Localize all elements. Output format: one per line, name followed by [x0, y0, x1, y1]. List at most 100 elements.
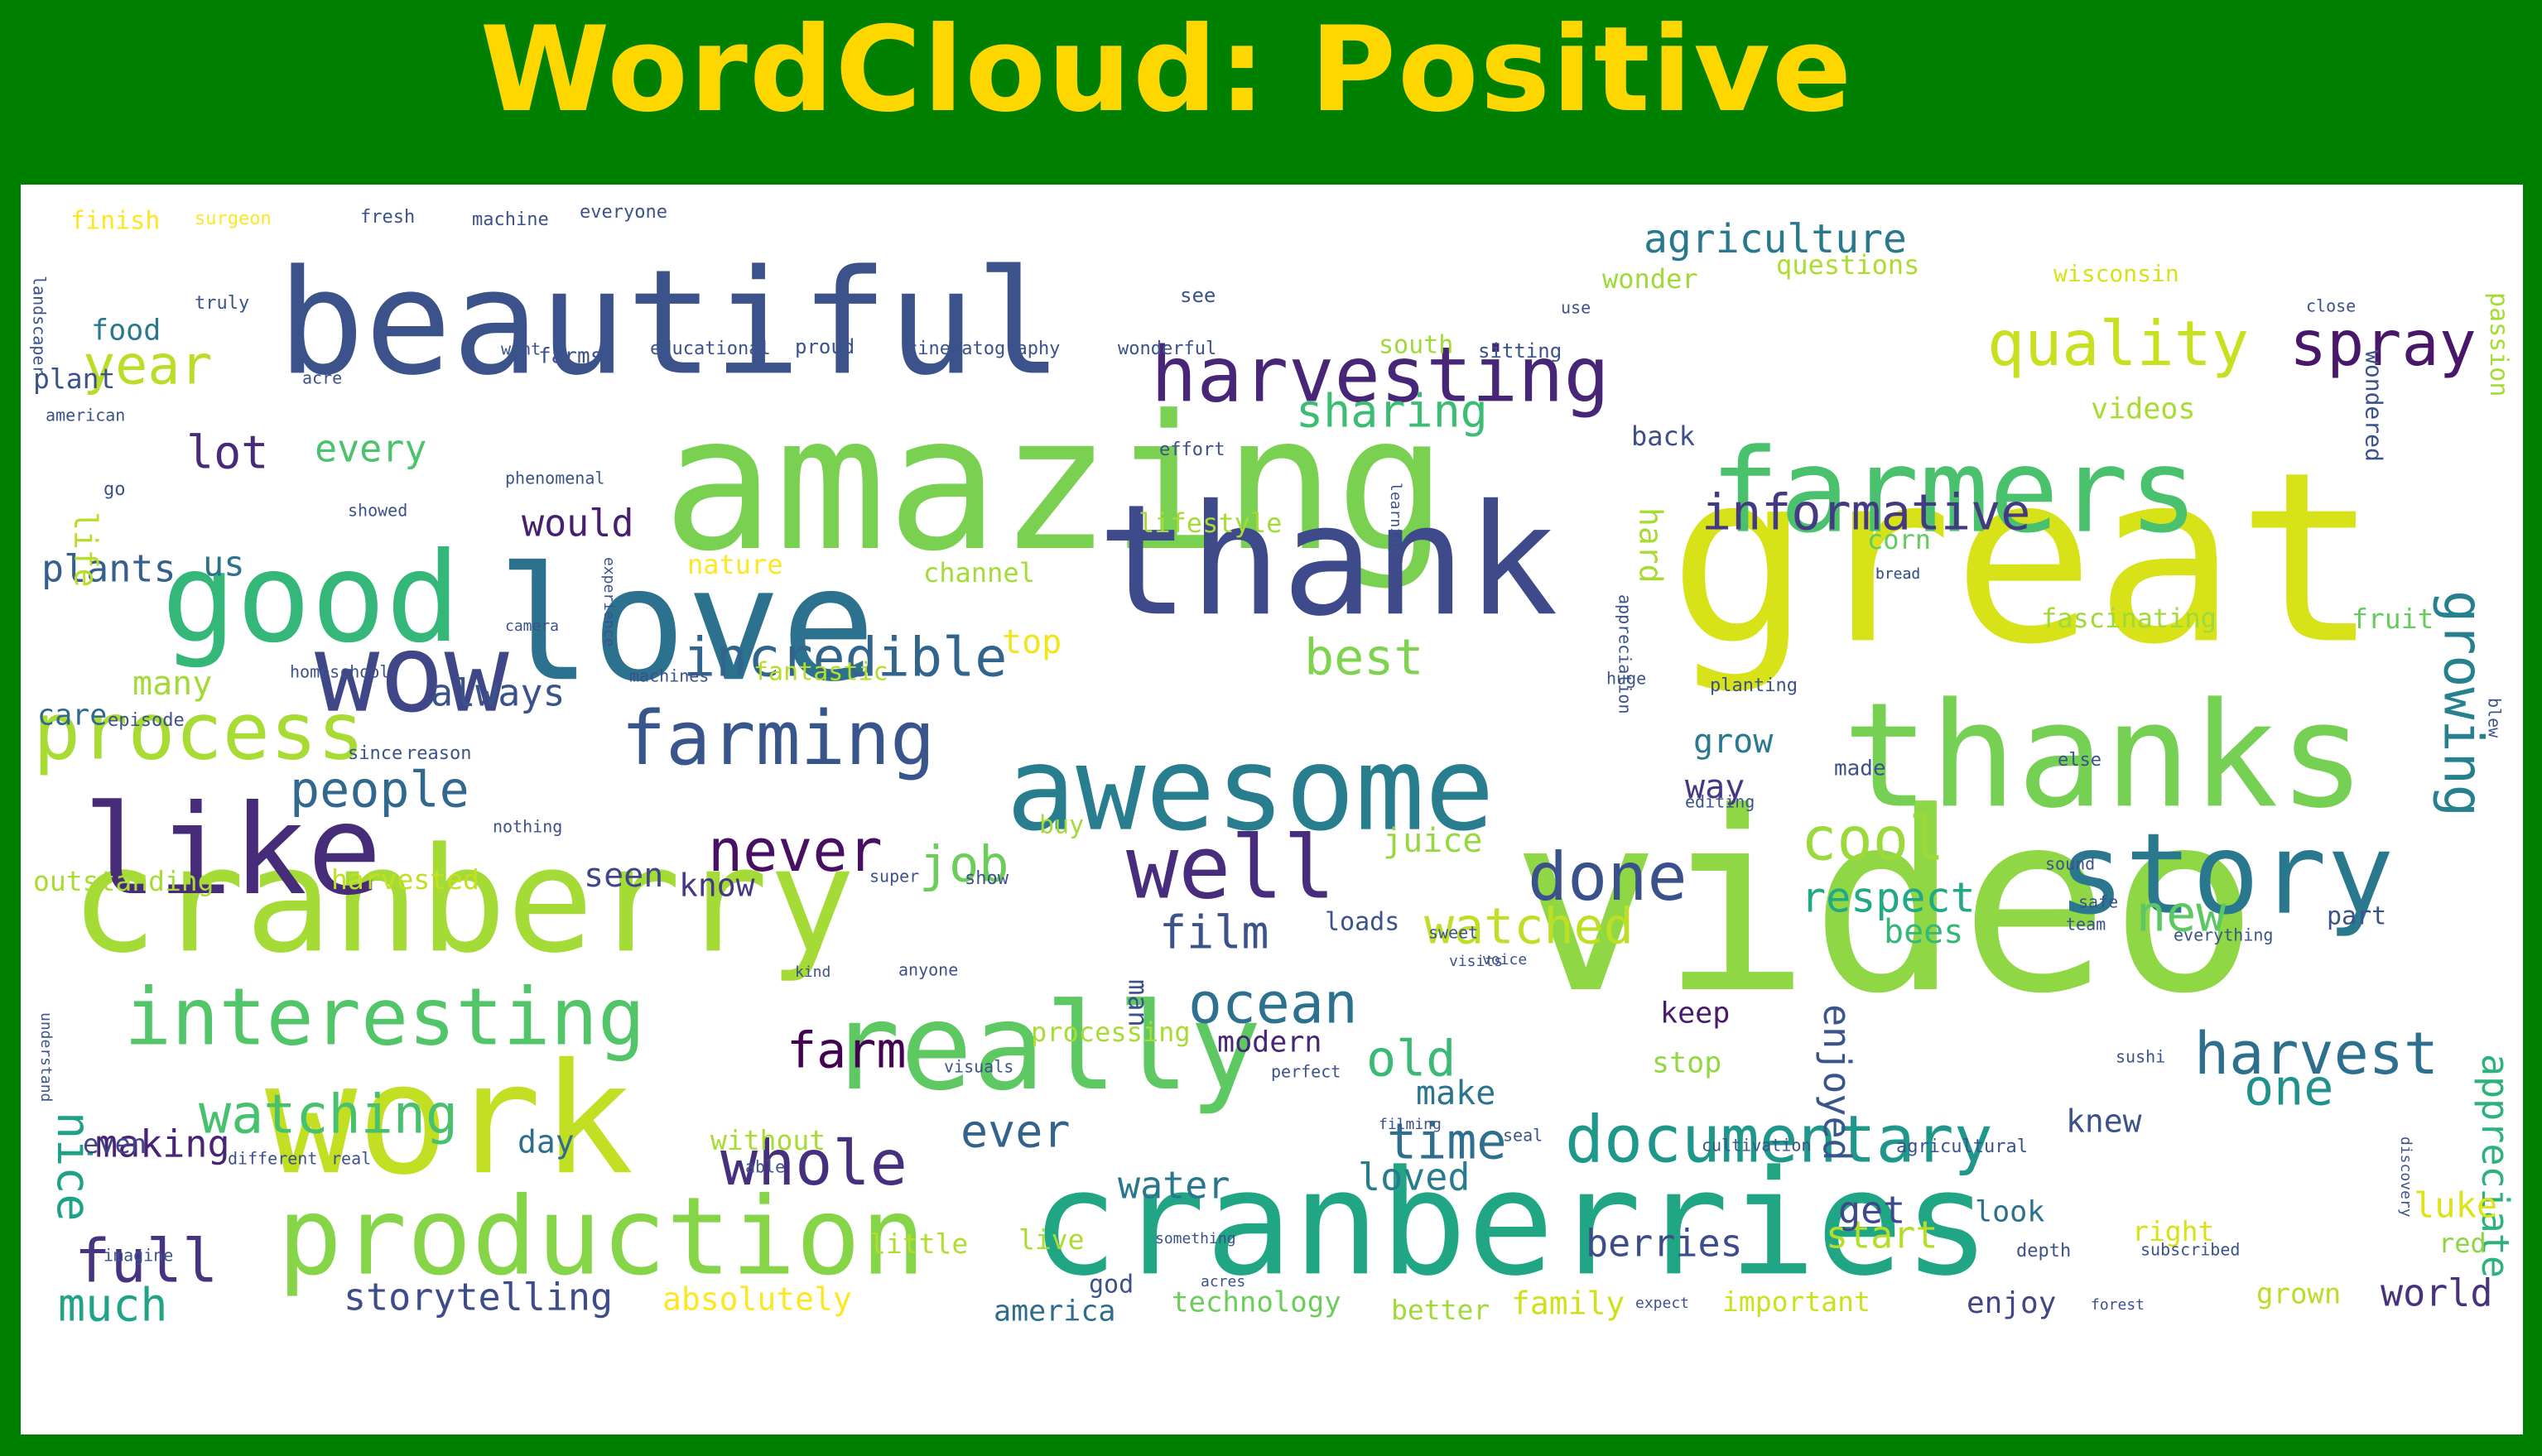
word-world: world	[2381, 1271, 2492, 1315]
word-wonderful: wonderful	[1118, 339, 1216, 359]
word-ocean: ocean	[1188, 972, 1358, 1037]
word-without: without	[710, 1124, 826, 1156]
word-bread: bread	[1875, 565, 1920, 583]
word-watching: watching	[199, 1084, 458, 1146]
word-love: love	[497, 533, 876, 716]
word-year: year	[83, 335, 213, 397]
word-seal: seal	[1503, 1126, 1543, 1146]
word-showed: showed	[348, 501, 407, 521]
word-know: know	[679, 867, 755, 904]
word-production: production	[277, 1174, 926, 1300]
word-get: get	[1838, 1189, 1905, 1233]
word-way: way	[1685, 768, 1745, 806]
word-thank: thank	[1097, 471, 1558, 650]
word-super: super	[869, 867, 919, 887]
word-never: never	[708, 817, 883, 885]
word-homeschool: homeschool	[290, 662, 389, 682]
word-great: great	[1668, 421, 2379, 696]
word-part: part	[2327, 902, 2386, 931]
word-story: story	[2058, 810, 2394, 939]
word-every: every	[315, 427, 426, 471]
word-harvest: harvest	[2194, 1020, 2438, 1088]
word-growing: growing	[2432, 590, 2494, 817]
word-safe: safe	[2078, 892, 2118, 912]
word-farm: farm	[787, 1022, 907, 1080]
word-close: close	[2306, 296, 2356, 316]
word-south: south	[1379, 331, 1453, 360]
word-surgeon: surgeon	[195, 209, 272, 229]
word-phenomenal: phenomenal	[505, 469, 604, 488]
word-care: care	[37, 699, 107, 733]
word-old: old	[1366, 1031, 1456, 1088]
word-real: real	[331, 1149, 371, 1169]
word-done: done	[1528, 839, 1687, 915]
word-interesting: interesting	[124, 972, 645, 1063]
word-appreciate: appreciate	[2473, 1054, 2517, 1278]
word-water: water	[1118, 1164, 1230, 1208]
word-juice: juice	[1383, 822, 1482, 860]
word-videos: videos	[2091, 393, 2195, 426]
word-people: people	[290, 762, 469, 819]
word-depth: depth	[2016, 1241, 2071, 1261]
word-well: well	[1126, 817, 1336, 918]
word-plant: plant	[33, 363, 115, 395]
word-imagine: imagine	[104, 1246, 173, 1266]
word-day: day	[518, 1124, 575, 1160]
word-go: go	[104, 479, 126, 500]
word-like: like	[83, 779, 382, 923]
word-corn: corn	[1867, 524, 1931, 555]
word-american: american	[46, 406, 125, 425]
word-best: best	[1304, 629, 1424, 687]
word-watched: watched	[1424, 898, 1634, 956]
word-look: look	[1975, 1196, 2044, 1229]
word-buy: buy	[1039, 811, 1084, 840]
word-passion: passion	[2484, 292, 2513, 396]
word-loads: loads	[1325, 908, 1399, 937]
word-spray: spray	[2289, 307, 2477, 380]
word-farmers: farmers	[1710, 425, 2198, 560]
word-america: america	[994, 1295, 1116, 1329]
word-understand: understand	[37, 1012, 55, 1102]
word-god: god	[1089, 1271, 1134, 1300]
word-nothing: nothing	[493, 817, 562, 837]
word-nature: nature	[687, 549, 783, 580]
word-see: see	[1180, 284, 1216, 307]
word-make: make	[1416, 1074, 1495, 1112]
word-whole: whole	[720, 1127, 908, 1199]
word-harvesting: harvesting	[1151, 330, 1610, 419]
word-forest: forest	[2091, 1296, 2145, 1314]
word-bees: bees	[1884, 913, 1963, 951]
word-editing: editing	[1685, 792, 1755, 812]
word-live: live	[1018, 1223, 1084, 1256]
word-modern: modern	[1217, 1026, 1322, 1060]
word-lot: lot	[186, 426, 268, 479]
wordcloud-canvas: video great amazing beautiful love thank cranb…	[21, 185, 2523, 1434]
word-always: always	[431, 671, 566, 715]
word-subscribed: subscribed	[2140, 1240, 2240, 1260]
word-stop: stop	[1652, 1047, 1721, 1080]
word-expect: expect	[1635, 1295, 1689, 1312]
word-outstanding: outstanding	[33, 865, 214, 897]
word-documentary: documentary	[1565, 1103, 1993, 1177]
word-fruit: fruit	[2352, 603, 2434, 635]
word-harvested: harvested	[331, 863, 479, 896]
word-technology: technology	[1172, 1286, 1341, 1319]
word-agriculture: agriculture	[1644, 216, 1907, 262]
word-film: film	[1159, 906, 1269, 959]
word-else: else	[2058, 750, 2101, 771]
word-back: back	[1631, 420, 1695, 452]
word-everyone: everyone	[580, 202, 667, 223]
word-fresh: fresh	[360, 207, 415, 228]
word-learning: learning	[1387, 483, 1404, 555]
word-enjoyed: enjoyed	[1815, 1004, 1859, 1161]
word-grow: grow	[1693, 723, 1774, 761]
word-reason: reason	[406, 743, 471, 764]
word-plants: plants	[41, 547, 176, 591]
word-machines: machines	[629, 666, 709, 686]
word-channel: channel	[923, 557, 1035, 589]
word-knew: knew	[2066, 1103, 2142, 1140]
word-storytelling: storytelling	[344, 1276, 613, 1319]
word-questions: questions	[1776, 249, 1919, 281]
word-able: able	[745, 1157, 785, 1177]
word-beautiful: beautiful	[277, 239, 1062, 407]
